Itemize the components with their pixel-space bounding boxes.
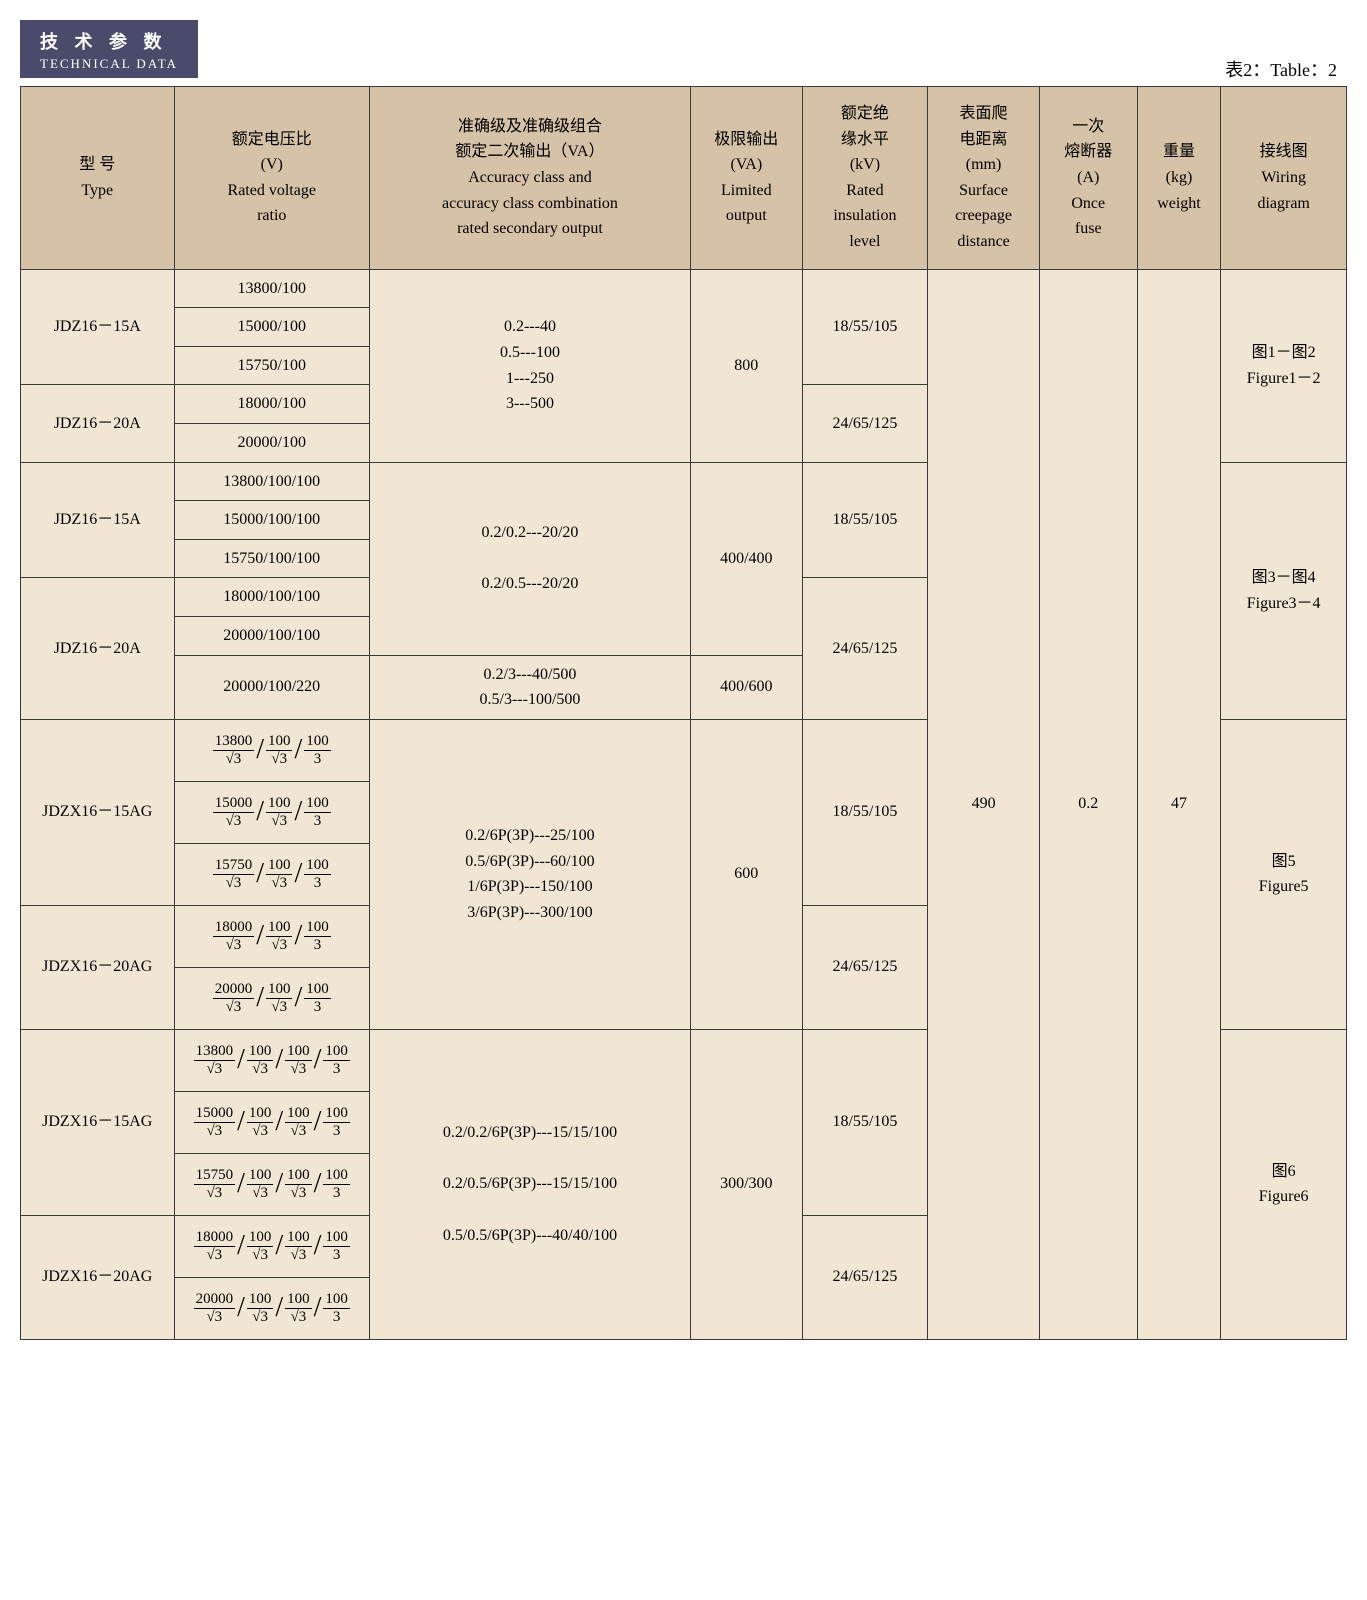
type-cell: JDZ16－20A <box>21 578 175 719</box>
badge-en: TECHNICAL DATA <box>40 56 178 72</box>
limout-cell: 300/300 <box>690 1029 802 1339</box>
ratio-cell: 20000√3/100√3/1003 <box>174 967 369 1029</box>
ratio-cell: 13800/100/100 <box>174 462 369 501</box>
ratio-cell: 18000/100/100 <box>174 578 369 617</box>
accuracy-cell: 0.2---400.5---1001---2503---500 <box>369 269 690 462</box>
ratio-cell: 20000/100/220 <box>174 655 369 719</box>
accuracy-cell: 0.2/3---40/5000.5/3---100/500 <box>369 655 690 719</box>
ratio-cell: 20000/100 <box>174 423 369 462</box>
insul-cell: 24/65/125 <box>802 578 928 719</box>
ratio-cell: 15000/100/100 <box>174 501 369 540</box>
header-badge: 技 术 参 数 TECHNICAL DATA <box>20 20 198 78</box>
creepage-cell: 490 <box>928 269 1040 1339</box>
wiring-cell: 图6Figure6 <box>1221 1029 1347 1339</box>
th-insul: 额定绝缘水平(kV)Ratedinsulationlevel <box>802 87 928 270</box>
type-cell: JDZ16－20A <box>21 385 175 462</box>
th-wiring: 接线图Wiringdiagram <box>1221 87 1347 270</box>
wiring-cell: 图1－图2Figure1－2 <box>1221 269 1347 462</box>
type-cell: JDZX16－20AG <box>21 905 175 1029</box>
accuracy-cell: 0.2/6P(3P)---25/1000.5/6P(3P)---60/1001/… <box>369 719 690 1029</box>
th-acc: 准确级及准确级组合额定二次输出（VA）Accuracy class andacc… <box>369 87 690 270</box>
insul-cell: 24/65/125 <box>802 905 928 1029</box>
type-cell: JDZX16－15AG <box>21 1029 175 1215</box>
ratio-cell: 15750/100 <box>174 346 369 385</box>
limout-cell: 800 <box>690 269 802 462</box>
insul-cell: 18/55/105 <box>802 719 928 905</box>
limout-cell: 400/400 <box>690 462 802 655</box>
ratio-cell: 18000√3/100√3/100√3/1003 <box>174 1215 369 1277</box>
ratio-cell: 15750/100/100 <box>174 539 369 578</box>
th-type: 型 号Type <box>21 87 175 270</box>
ratio-cell: 18000/100 <box>174 385 369 424</box>
type-cell: JDZX16－15AG <box>21 719 175 905</box>
ratio-cell: 13800√3/100√3/100√3/1003 <box>174 1029 369 1091</box>
limout-cell: 400/600 <box>690 655 802 719</box>
type-cell: JDZ16－15A <box>21 462 175 578</box>
ratio-cell: 20000√3/100√3/100√3/1003 <box>174 1277 369 1339</box>
ratio-cell: 15000√3/100√3/1003 <box>174 781 369 843</box>
th-weight: 重量(kg)weight <box>1137 87 1221 270</box>
header-row: 型 号Type 额定电压比(V)Rated voltageratio 准确级及准… <box>21 87 1347 270</box>
th-fuse: 一次熔断器(A)Oncefuse <box>1039 87 1137 270</box>
table-caption: 表2：Table：2 <box>20 56 1347 82</box>
table-row: JDZ16－15A13800/1000.2---400.5---1001---2… <box>21 269 1347 308</box>
wiring-cell: 图5Figure5 <box>1221 719 1347 1029</box>
insul-cell: 18/55/105 <box>802 462 928 578</box>
table-body: JDZ16－15A13800/1000.2---400.5---1001---2… <box>21 269 1347 1339</box>
ratio-cell: 15750√3/100√3/100√3/1003 <box>174 1153 369 1215</box>
ratio-cell: 13800√3/100√3/1003 <box>174 719 369 781</box>
th-ratio: 额定电压比(V)Rated voltageratio <box>174 87 369 270</box>
accuracy-cell: 0.2/0.2/6P(3P)---15/15/1000.2/0.5/6P(3P)… <box>369 1029 690 1339</box>
ratio-cell: 15000√3/100√3/100√3/1003 <box>174 1091 369 1153</box>
badge-cn: 技 术 参 数 <box>40 32 168 52</box>
insul-cell: 18/55/105 <box>802 269 928 385</box>
th-limout: 极限输出(VA)Limitedoutput <box>690 87 802 270</box>
insul-cell: 18/55/105 <box>802 1029 928 1215</box>
fuse-cell: 0.2 <box>1039 269 1137 1339</box>
ratio-cell: 15000/100 <box>174 308 369 347</box>
th-creep: 表面爬电距离(mm)Surfacecreepagedistance <box>928 87 1040 270</box>
ratio-cell: 18000√3/100√3/1003 <box>174 905 369 967</box>
wiring-cell: 图3－图4Figure3－4 <box>1221 462 1347 719</box>
accuracy-cell: 0.2/0.2---20/200.2/0.5---20/20 <box>369 462 690 655</box>
ratio-cell: 15750√3/100√3/1003 <box>174 843 369 905</box>
technical-data-table: 型 号Type 额定电压比(V)Rated voltageratio 准确级及准… <box>20 86 1347 1340</box>
insul-cell: 24/65/125 <box>802 1215 928 1339</box>
ratio-cell: 20000/100/100 <box>174 616 369 655</box>
type-cell: JDZ16－15A <box>21 269 175 385</box>
ratio-cell: 13800/100 <box>174 269 369 308</box>
type-cell: JDZX16－20AG <box>21 1215 175 1339</box>
limout-cell: 600 <box>690 719 802 1029</box>
weight-cell: 47 <box>1137 269 1221 1339</box>
insul-cell: 24/65/125 <box>802 385 928 462</box>
